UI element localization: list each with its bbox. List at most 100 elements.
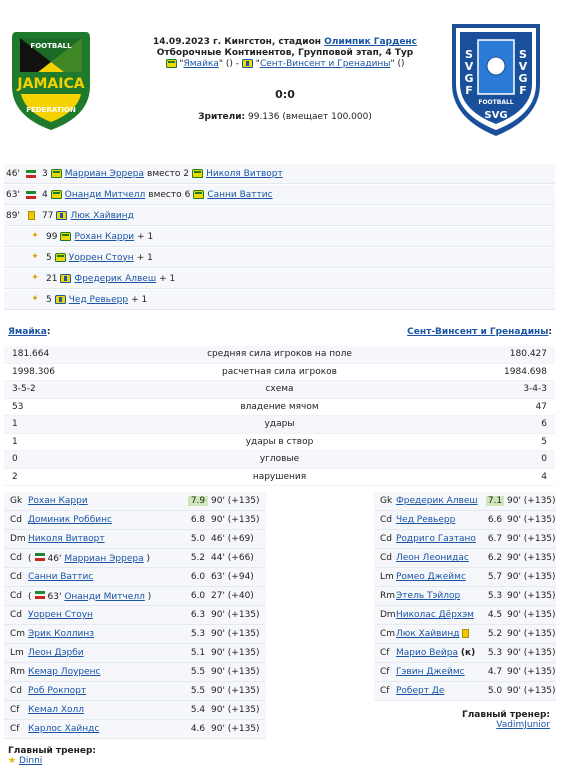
player-link[interactable]: Николас Дёрхэм xyxy=(396,610,474,620)
player-link[interactable]: Родриго Гаэтано xyxy=(396,534,476,544)
player-row: Lm Ромео Джеймс 5.7 90' (+135) xyxy=(374,568,556,587)
svg-text:FOOTBALL: FOOTBALL xyxy=(30,42,72,50)
player-link[interactable]: Рохан Карри xyxy=(74,231,135,242)
player-link[interactable]: Чед Ревьерр xyxy=(396,515,456,525)
svg-text:S: S xyxy=(465,48,473,61)
player-link[interactable]: Николя Витворт xyxy=(206,168,283,179)
player-link[interactable]: Кемал Холл xyxy=(28,705,85,715)
player-link[interactable]: Рохан Карри xyxy=(28,496,88,506)
player-link[interactable]: Доминик Роббинс xyxy=(28,515,112,525)
jamaica-federation-logo: JAMAICA FEDERATION FOOTBALL xyxy=(12,32,90,130)
player-link[interactable]: Онанди Митчелл xyxy=(64,189,146,200)
event-row: ✦ 21 Фредерик Алвеш + 1 xyxy=(4,269,555,289)
player-row: Cm Эрик Коллинз 5.3 90' (+135) xyxy=(4,625,266,644)
event-row: 63' 4 Онанди Митчелл вместо 6 Санни Ватт… xyxy=(4,185,555,205)
player-link[interactable]: Онанди Митчелл xyxy=(64,591,145,602)
player-link[interactable]: Чед Ревьерр xyxy=(68,294,129,305)
shirt-icon xyxy=(54,295,66,304)
player-row: Cd Роб Рокпорт 5.5 90' (+135) xyxy=(4,682,266,701)
player-link[interactable]: Марриан Эррера xyxy=(64,553,144,564)
svg-text:S: S xyxy=(519,48,527,61)
player-link[interactable]: Леон Дэрби xyxy=(28,648,84,658)
svg-text:FOOTBALL: FOOTBALL xyxy=(478,99,513,106)
player-link[interactable]: Люк Хайвинд xyxy=(396,629,460,639)
assist-icon: ✦ xyxy=(31,294,39,304)
home-lineup: Gk Рохан Карри 7.9 90' (+135) Cd Доминик Роб… xyxy=(4,492,266,739)
player-row: Dm Николя Витворт 5.0 46' (+69) xyxy=(4,530,266,549)
substitution-icon xyxy=(34,552,45,561)
shirt-icon xyxy=(54,253,66,262)
player-link[interactable]: Леон Леонидас xyxy=(396,553,469,563)
player-row: Cd Санни Ваттис 6.0 63' (+94) xyxy=(4,568,266,587)
away-lineup: Gk Фредерик Алвеш 7.1 90' (+135) Cd Чед Ревь… xyxy=(374,492,556,701)
star-icon: ★ xyxy=(8,756,17,766)
shirt-icon xyxy=(192,169,204,178)
svg-text:F: F xyxy=(519,84,527,97)
away-coach-label: Главный тренер: xyxy=(461,710,550,720)
home-coach-link[interactable]: Dinni xyxy=(18,756,43,766)
player-row: Cf Марио Вейра (к) 5.3 90' (+135) xyxy=(374,644,556,663)
stat-row: 0 угловые 0 xyxy=(4,451,555,469)
shirt-icon xyxy=(193,190,205,199)
away-team-name-link[interactable]: Сент-Винсент и Гренадины xyxy=(407,327,549,337)
event-row: 89' 77 Люк Хайвинд xyxy=(4,206,555,226)
svg-text:V: V xyxy=(465,60,474,73)
player-row: Cf Кемал Холл 5.4 90' (+135) xyxy=(4,701,266,720)
stat-row: 181.664 средняя сила игроков на поле 180.4… xyxy=(4,346,555,364)
player-link[interactable]: Ромео Джеймс xyxy=(396,572,466,582)
shirt-icon xyxy=(50,190,62,199)
player-row: Gk Рохан Карри 7.9 90' (+135) xyxy=(4,492,266,511)
player-link[interactable]: Фредерик Алвеш xyxy=(396,496,478,506)
substitution-icon xyxy=(26,169,36,178)
player-row: Cf Роберт Де 5.0 90' (+135) xyxy=(374,682,556,701)
assist-icon: ✦ xyxy=(31,273,39,283)
player-row: Rm Кемар Лоуренс 5.5 90' (+135) xyxy=(4,663,266,682)
match-header: JAMAICA FEDERATION FOOTBALL S S V V G G … xyxy=(0,0,562,160)
player-link[interactable]: Фредерик Алвеш xyxy=(74,273,157,284)
home-coach-label: Главный тренер: xyxy=(8,746,97,756)
spectators: Зрители: 99.136 (вмещает 100.000) xyxy=(198,112,372,122)
player-row: Cd(63' Онанди Митчелл ) 6.0 27' (+40) xyxy=(4,587,266,606)
player-row: Lm Леон Дэрби 5.1 90' (+135) xyxy=(4,644,266,663)
shirt-icon xyxy=(60,232,72,241)
player-link[interactable]: Уоррен Стоун xyxy=(68,252,134,263)
home-coach: Главный тренер: ★ Dinni xyxy=(8,746,96,766)
player-link[interactable]: Этель Тэйлор xyxy=(396,591,461,601)
assist-icon: ✦ xyxy=(31,231,39,241)
player-row: Cd Доминик Роббинс 6.8 90' (+135) xyxy=(4,511,266,530)
player-link[interactable]: Кемар Лоуренс xyxy=(28,667,101,677)
away-team-link[interactable]: Сент-Винсент и Гренадины xyxy=(259,59,391,69)
match-score: 0:0 xyxy=(275,88,295,101)
player-link[interactable]: Роб Рокпорт xyxy=(28,686,87,696)
stadium-link[interactable]: Олимпик Гарденс xyxy=(324,37,417,47)
away-coach-link[interactable]: VadimJunior xyxy=(496,720,550,730)
player-link[interactable]: Люк Хайвинд xyxy=(70,210,134,221)
svg-text:G: G xyxy=(464,72,473,85)
home-team-name-link[interactable]: Ямайка xyxy=(8,327,47,337)
player-link[interactable]: Роберт Де xyxy=(396,686,445,696)
stat-row: 53 владение мячом 47 xyxy=(4,399,555,416)
svg-text:FEDERATION: FEDERATION xyxy=(26,106,76,114)
player-link[interactable]: Марио Вейра xyxy=(396,648,458,658)
stat-row: 1 удары 6 xyxy=(4,416,555,434)
player-link[interactable]: Эрик Коллинз xyxy=(28,629,95,639)
player-row: Gk Фредерик Алвеш 7.1 90' (+135) xyxy=(374,492,556,511)
stat-row: 3-5-2 схема 3-4-3 xyxy=(4,381,555,399)
player-link[interactable]: Санни Ваттис xyxy=(207,189,273,200)
stat-row: 1 удары в створ 5 xyxy=(4,434,555,451)
player-row: Cd(46' Марриан Эррера ) 5.2 44' (+66) xyxy=(4,549,266,568)
home-team-link[interactable]: Ямайка xyxy=(183,59,219,69)
player-link[interactable]: Санни Ваттис xyxy=(28,572,94,582)
substitution-icon xyxy=(26,190,36,199)
player-row: Cd Родриго Гаэтано 6.7 90' (+135) xyxy=(374,530,556,549)
shirt-icon xyxy=(56,211,68,220)
player-link[interactable]: Марриан Эррера xyxy=(64,168,145,179)
match-stage: Отборочные Континентов, Групповой этап, … xyxy=(156,48,414,58)
assist-icon: ✦ xyxy=(31,252,39,262)
player-link[interactable]: Николя Витворт xyxy=(28,534,105,544)
event-row: 46' 3 Марриан Эррера вместо 2 Николя Вит… xyxy=(4,164,555,184)
player-link[interactable]: Карлос Хайндс xyxy=(28,724,100,734)
player-link[interactable]: Гэвин Джеймс xyxy=(396,667,465,677)
player-link[interactable]: Уоррен Стоун xyxy=(28,610,93,620)
stat-row: 2 нарушения 4 xyxy=(4,469,555,486)
